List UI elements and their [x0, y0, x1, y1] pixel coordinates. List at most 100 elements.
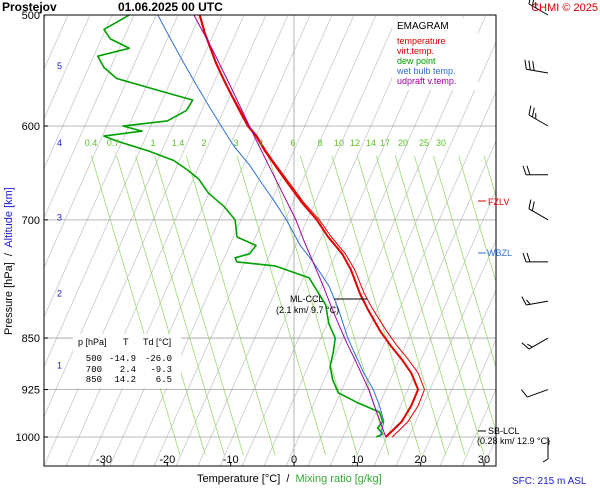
x-tick-label: 10 [351, 454, 363, 466]
x-tick-label: -10 [223, 454, 239, 466]
mixing-ratio-line [331, 155, 422, 456]
wind-barb-flag [542, 458, 549, 463]
table-row-t: 2.4 [120, 365, 136, 375]
dry-adiabat [285, 15, 487, 466]
grid-layer [44, 15, 600, 466]
mixing-ratio-line [135, 155, 225, 456]
mixing-ratio-label: 8 [317, 138, 322, 148]
mixing-ratio-line [458, 155, 496, 284]
mixing-ratio-line [154, 155, 244, 456]
x-tick-label: 20 [415, 454, 427, 466]
mixing-ratio-label: 25 [419, 138, 429, 148]
y-tick-label: 925 [22, 385, 40, 397]
wind-barb-flag [531, 107, 535, 118]
wind-barb-flag [521, 296, 527, 306]
mixing-ratio-line [375, 155, 466, 456]
wind-barb-staff [528, 337, 549, 350]
legend-box [392, 18, 478, 90]
y-tick-label: 1000 [16, 432, 40, 444]
y-tick-label: 850 [22, 333, 40, 345]
mixing-ratio-line [413, 155, 496, 433]
wind-barb-flag [532, 61, 535, 71]
table-header-t: T [123, 337, 129, 347]
sfc-height: SFC: 215 m ASL [512, 476, 587, 487]
dry-adiabat [219, 15, 421, 466]
altitude-tick-label: 5 [57, 61, 62, 71]
mixing-ratio-label: 6 [290, 138, 295, 148]
mixing-ratio-line [185, 155, 276, 456]
table-row-t: 14.2 [114, 375, 136, 385]
series-virt-temp [199, 15, 425, 438]
mixing-ratio-line [268, 155, 358, 456]
dry-adiabat [44, 15, 223, 418]
dry-adiabat [109, 15, 311, 466]
dry-adiabat [65, 15, 267, 466]
altitude-tick-label: 1 [57, 361, 62, 371]
wind-barb-staff [528, 208, 549, 221]
dry-adiabat [241, 15, 443, 466]
y-tick-label: 600 [22, 121, 40, 133]
x-tick-label: 30 [478, 454, 490, 466]
x-tick-label: -20 [159, 454, 175, 466]
dry-adiabat [417, 289, 496, 466]
wind-barb-staff [527, 389, 549, 398]
table-row-td: -26.0 [145, 354, 172, 364]
wind-barb [542, 437, 549, 463]
dry-adiabat [44, 15, 201, 368]
dry-adiabat [44, 15, 179, 319]
wind-barb-flag [526, 165, 531, 175]
wind-barb-flag [528, 105, 532, 116]
svg-text:Pressure [hPa] / A: Pressure [hPa] / Altitude [km] [3, 187, 15, 335]
table-row-p: 700 [86, 365, 102, 375]
table-row-p: 500 [86, 354, 102, 364]
wind-barb-staff [528, 114, 549, 127]
series-udpraft-v-temp [193, 15, 387, 438]
mixing-ratio-label: 12 [350, 138, 360, 148]
series-wet-bulb-temp [157, 15, 385, 438]
mixing-ratio-label: 14 [366, 138, 376, 148]
wind-barb-flag [531, 0, 535, 7]
dry-adiabat [44, 15, 135, 219]
wind-barb-flag [531, 201, 535, 211]
mixing-ratio-label: 0.7 [107, 138, 120, 148]
mixing-ratio-label: 3 [233, 138, 238, 148]
wind-barb [522, 252, 548, 263]
table-header-p: p [hPa] [78, 337, 107, 347]
x-tick-label: 0 [291, 454, 297, 466]
legend-item-wet-bulb: wet bulb temp. [396, 66, 456, 76]
mixing-ratio-label: 0.4 [85, 138, 98, 148]
mixing-ratio-label: 10 [334, 138, 344, 148]
wind-barb [524, 59, 549, 74]
legend-title: EMAGRAM [397, 21, 449, 32]
wind-barb-flag [528, 0, 531, 5]
legend-item-updraft: udpraft v.temp. [397, 76, 456, 86]
fzlv-label: FZLV [488, 197, 509, 207]
legend-item-virt-temp: virt.temp. [397, 46, 434, 56]
wind-barb-flag [521, 389, 528, 398]
dry-adiabat [506, 15, 600, 466]
altitude-tick-label: 3 [57, 212, 62, 222]
copyright: CHMI © 2025 [531, 2, 598, 14]
mixing-ratio-label: 1 [150, 138, 155, 148]
series-layer [96, 15, 425, 438]
series-dew-point [96, 15, 384, 438]
legend-item-temperature: temperature [397, 36, 446, 46]
mixing-ratio-label: 17 [380, 138, 390, 148]
wind-barb [522, 165, 548, 176]
mixing-ratio-line [432, 155, 496, 369]
wind-barb-flag [522, 252, 527, 263]
dry-adiabat [439, 338, 496, 466]
dry-adiabat [395, 239, 496, 466]
wind-barb-flag [528, 199, 532, 209]
mixing-ratio-label: 30 [436, 138, 446, 148]
table-row-p: 850 [86, 375, 102, 385]
wind-barb [528, 199, 549, 221]
dry-adiabat [44, 15, 91, 120]
dry-adiabat [175, 15, 377, 466]
wind-barb [521, 337, 549, 350]
mixing-ratio-line [356, 155, 447, 456]
y-axis-label: Pressure [hPa] / Altitude [km] [3, 187, 15, 335]
ml-ccl-values: (2.1 km/ 9.7 °C) [276, 305, 339, 315]
wind-barb-flag [522, 165, 527, 175]
